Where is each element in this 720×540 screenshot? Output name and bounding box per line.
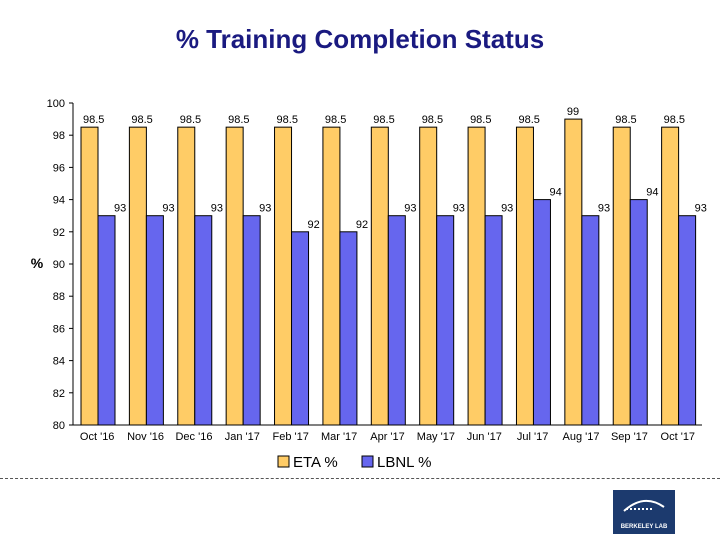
y-tick-label: 80 [53, 420, 65, 432]
data-label: 93 [501, 203, 513, 215]
x-tick-label: May '17 [417, 431, 455, 443]
data-label: 92 [308, 219, 320, 231]
data-label: 93 [162, 203, 174, 215]
data-label: 98.5 [325, 114, 346, 126]
bar-eta [128, 126, 147, 426]
bar-eta [515, 126, 534, 426]
lab-building-icon [623, 500, 665, 512]
bar-lbnl [194, 215, 213, 426]
chart-title: % Training Completion Status [175, 24, 545, 54]
data-label: 98.5 [664, 114, 685, 126]
berkeley-lab-logo: BERKELEY LAB [613, 490, 675, 534]
bar-eta [419, 126, 438, 426]
x-tick-label: Oct '16 [80, 431, 115, 443]
data-label: 93 [404, 203, 416, 215]
bar-eta [661, 126, 680, 426]
data-label: 94 [549, 187, 561, 199]
bar-lbnl [678, 215, 697, 426]
data-label: 93 [695, 203, 707, 215]
bar-eta [225, 126, 244, 426]
data-label: 93 [453, 203, 465, 215]
data-label: 98.5 [373, 114, 394, 126]
bar-eta [564, 118, 583, 426]
x-tick-label: Jun '17 [467, 431, 502, 443]
y-tick-label: 92 [53, 227, 65, 239]
y-tick-label: 82 [53, 388, 65, 400]
legend-swatch [361, 455, 374, 468]
x-tick-label: Mar '17 [321, 431, 357, 443]
y-tick-label: 88 [53, 291, 65, 303]
data-label: 98.5 [615, 114, 636, 126]
legend-label: ETA % [293, 454, 338, 471]
bar-lbnl [97, 215, 116, 426]
y-tick-label: 96 [53, 162, 65, 174]
legend: ETA % LBNL % [277, 454, 431, 471]
bar-lbnl [242, 215, 261, 426]
x-tick-label: Jan '17 [225, 431, 260, 443]
x-tick-label: Aug '17 [563, 431, 600, 443]
y-axis: 80 82 84 86 88 90 92 94 96 98 100% [31, 98, 74, 432]
bar-lbnl [436, 215, 455, 426]
bar-eta [467, 126, 486, 426]
bar-eta [612, 126, 631, 426]
footer-divider [0, 478, 720, 479]
logo-text: BERKELEY LAB [620, 524, 668, 530]
data-label: 98.5 [83, 114, 104, 126]
x-tick-label: Dec '16 [175, 431, 212, 443]
data-label: 98.5 [180, 114, 201, 126]
bar-eta [370, 126, 389, 426]
x-tick-label: Feb '17 [273, 431, 309, 443]
legend-swatch [277, 455, 290, 468]
data-label: 93 [259, 203, 271, 215]
data-label: 99 [567, 106, 579, 118]
x-tick-label: Oct '17 [661, 431, 696, 443]
data-label: 94 [646, 187, 658, 199]
x-tick-label: Apr '17 [370, 431, 405, 443]
y-tick-label: 94 [53, 195, 65, 207]
data-label: 93 [598, 203, 610, 215]
data-label: 98.5 [518, 114, 539, 126]
y-tick-label: 98 [53, 130, 65, 142]
data-label: 98.5 [470, 114, 491, 126]
bar-lbnl [581, 215, 600, 426]
bar-lbnl [145, 215, 164, 426]
data-label: 98.5 [277, 114, 298, 126]
data-label: 93 [211, 203, 223, 215]
y-tick-label: 100 [47, 98, 65, 110]
data-label: 98.5 [228, 114, 249, 126]
bar-lbnl [532, 199, 551, 426]
bar-eta [80, 126, 99, 426]
x-tick-label: Jul '17 [517, 431, 548, 443]
bar-eta [177, 126, 196, 426]
data-labels: 98.5 98.5 98.5 98.5 98.5 98.5 98.5 98.5 98.5 98.5… [83, 106, 707, 231]
bar-eta [322, 126, 341, 426]
data-label: 93 [114, 203, 126, 215]
bars [80, 118, 697, 426]
data-label: 98.5 [131, 114, 152, 126]
data-label: 98.5 [422, 114, 443, 126]
bar-lbnl [291, 231, 310, 426]
y-tick-label: 86 [53, 323, 65, 335]
x-axis: Oct '16 Nov '16 Dec '16 Jan '17 Feb '17 Mar '… [73, 424, 702, 443]
data-label: 92 [356, 219, 368, 231]
y-tick-label: 90 [53, 259, 65, 271]
bar-lbnl [387, 215, 406, 426]
y-axis-label: % [31, 255, 44, 271]
y-tick-label: 84 [53, 356, 65, 368]
bar-lbnl [339, 231, 358, 426]
legend-label: LBNL % [377, 454, 431, 471]
x-tick-label: Sep '17 [611, 431, 648, 443]
bar-lbnl [484, 215, 503, 426]
bar-lbnl [629, 199, 648, 426]
x-tick-label: Nov '16 [127, 431, 164, 443]
bar-eta [274, 126, 293, 426]
